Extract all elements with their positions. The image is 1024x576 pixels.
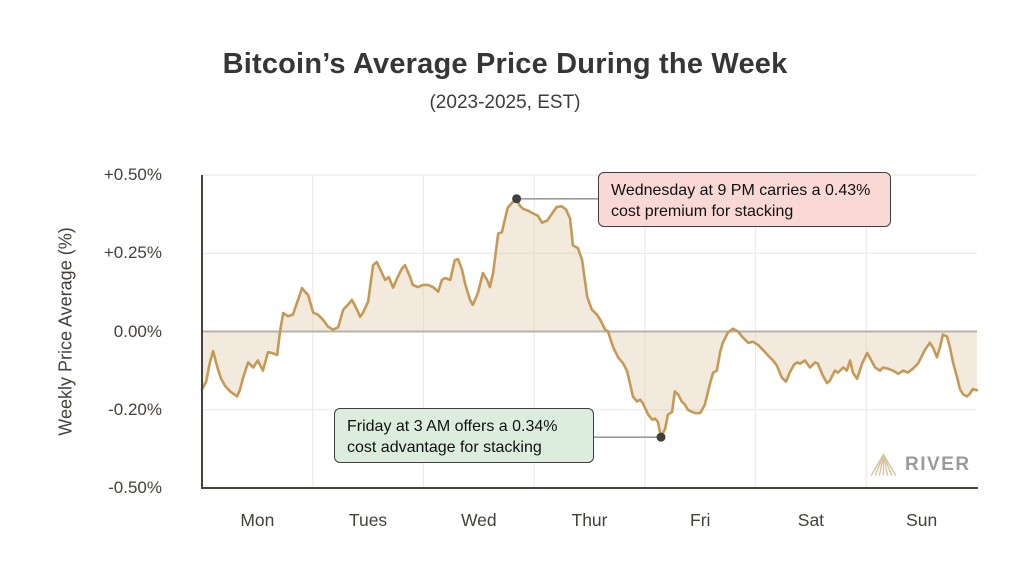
x-tick-label: Fri [690,510,711,530]
chart-title: Bitcoin’s Average Price During the Week [222,48,788,80]
annotation-text-line1: Friday at 3 AM offers a 0.34% [347,418,558,435]
y-tick-label: +0.50% [103,165,162,184]
y-tick-label: -0.20% [108,399,162,419]
annotation-text-line1: Wednesday at 9 PM carries a 0.43% [611,182,871,199]
x-tick-label: Wed [460,510,497,530]
river-logo: RIVER [870,452,971,477]
annotation-wednesday-peak: Wednesday at 9 PM carries a 0.43% cost p… [598,172,891,227]
y-tick-label: +0.25% [103,243,162,263]
annotation-text-line2: cost advantage for stacking [347,439,542,457]
river-mountain-icon [870,453,897,476]
x-tick-label: Tues [348,510,388,530]
annotation-text-line2: cost premium for stacking [611,203,794,221]
annotation-friday-low: Friday at 3 AM offers a 0.34% cost advan… [334,408,594,463]
x-tick-label: Sun [906,510,938,530]
y-tick-label: 0.00% [113,321,162,341]
y-tick-label: -0.50% [108,478,162,497]
x-tick-label: Mon [240,510,275,530]
chart-subtitle: (2023-2025, EST) [429,92,581,113]
x-tick-label: Thur [571,510,608,530]
river-logo-text: RIVER [905,453,971,475]
x-tick-label: Sat [797,510,825,530]
